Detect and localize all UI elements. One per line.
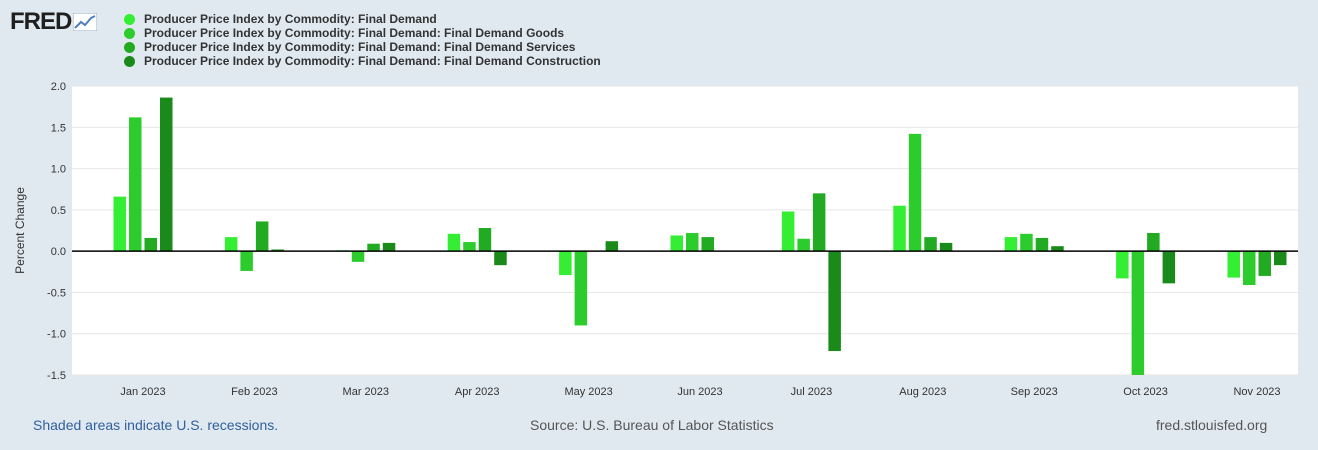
bar <box>129 117 142 252</box>
bar <box>1227 251 1240 278</box>
bar <box>1004 237 1018 252</box>
bar <box>701 237 714 252</box>
bar <box>1116 251 1129 279</box>
bar <box>924 237 937 252</box>
bar <box>670 235 683 252</box>
x-tick-label: Mar 2023 <box>343 386 389 398</box>
bar <box>463 242 476 252</box>
legend-label: Producer Price Index by Commodity: Final… <box>144 12 437 26</box>
y-tick-label: 0.0 <box>51 246 66 258</box>
legend-swatch <box>124 13 135 25</box>
legend-item[interactable]: Producer Price Index by Commodity: Final… <box>124 54 601 68</box>
x-tick-label: Jul 2023 <box>791 386 833 398</box>
legend-label: Producer Price Index by Commodity: Final… <box>144 40 576 54</box>
fred-logo[interactable]: FRED <box>10 8 98 36</box>
bar <box>1258 251 1271 276</box>
bar <box>1274 251 1287 266</box>
y-tick-label: 1.5 <box>51 122 66 134</box>
bar <box>605 241 619 252</box>
x-tick-label: Jan 2023 <box>120 386 165 398</box>
bar <box>271 249 284 252</box>
site-link[interactable]: fred.stlouisfed.org <box>1156 417 1268 433</box>
recession-note-link[interactable]: Shaded areas indicate U.S. recessions. <box>33 417 279 433</box>
chart-trend-icon <box>73 13 98 31</box>
bar <box>1020 233 1033 252</box>
x-tick-label: May 2023 <box>564 386 612 398</box>
source-text: Source: U.S. Bureau of Labor Statistics <box>530 417 774 433</box>
x-tick-label: Aug 2023 <box>899 386 946 398</box>
legend-swatch <box>124 41 135 53</box>
bar <box>908 133 922 252</box>
legend-label: Producer Price Index by Commodity: Final… <box>144 26 565 40</box>
bar <box>812 193 826 252</box>
chart-legend: Producer Price Index by Commodity: Final… <box>124 12 601 68</box>
y-tick-label: 1.0 <box>51 164 66 176</box>
plot-area <box>72 86 1298 375</box>
bar <box>367 243 380 252</box>
bar <box>255 221 269 252</box>
bar <box>559 251 572 276</box>
bar <box>240 251 253 271</box>
legend-swatch <box>124 27 135 39</box>
bar <box>144 237 157 252</box>
bar <box>351 251 365 262</box>
bar <box>939 242 953 252</box>
bar <box>447 233 461 252</box>
bar <box>382 242 396 252</box>
legend-item[interactable]: Producer Price Index by Commodity: Final… <box>124 26 601 40</box>
bar <box>1243 251 1256 285</box>
y-tick-label: 0.5 <box>51 205 66 217</box>
bar <box>1147 232 1160 252</box>
y-axis-label: Percent Change <box>13 187 27 274</box>
legend-label: Producer Price Index by Commodity: Final… <box>144 54 601 68</box>
bar <box>113 196 126 252</box>
legend-swatch <box>124 55 135 67</box>
bar <box>574 251 588 326</box>
bar <box>1035 237 1049 252</box>
bar <box>1162 251 1176 284</box>
y-tick-label: -0.5 <box>47 287 66 299</box>
bar <box>828 251 841 352</box>
legend-item[interactable]: Producer Price Index by Commodity: Final… <box>124 12 601 26</box>
y-tick-label: 2.0 <box>51 81 66 93</box>
legend-item[interactable]: Producer Price Index by Commodity: Final… <box>124 40 601 54</box>
x-tick-label: Nov 2023 <box>1233 386 1280 398</box>
y-tick-label: -1.0 <box>47 329 66 341</box>
x-tick-label: Oct 2023 <box>1123 386 1168 398</box>
x-tick-label: Jun 2023 <box>677 386 722 398</box>
x-tick-label: Sep 2023 <box>1011 386 1058 398</box>
fred-logo-text: FRED <box>10 8 72 35</box>
bar <box>478 228 492 252</box>
bar <box>797 238 810 252</box>
bar <box>1131 251 1145 375</box>
bar <box>1051 246 1064 252</box>
x-tick-label: Feb 2023 <box>231 386 277 398</box>
bar <box>494 251 507 266</box>
bar <box>160 97 173 252</box>
bar <box>224 237 238 252</box>
bar <box>781 211 795 252</box>
bar <box>893 205 906 252</box>
bar-chart: 2.0 1.5 1.0 0.5 0.0 -0.5 -1.0 -1.5 Percent Chang… <box>13 81 1298 398</box>
y-tick-label: -1.5 <box>47 370 66 382</box>
bar <box>686 232 699 252</box>
x-tick-label: Apr 2023 <box>455 386 500 398</box>
